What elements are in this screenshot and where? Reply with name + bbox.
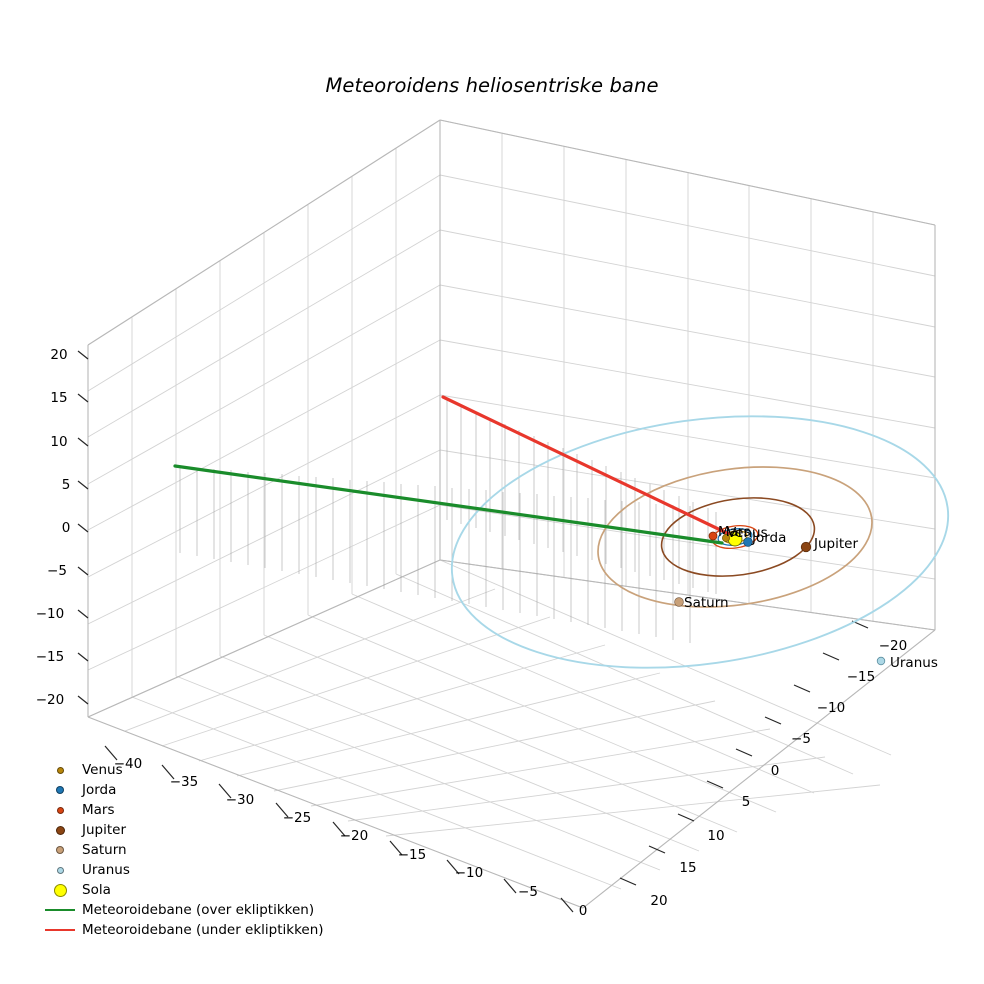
legend-item-label: Venus <box>82 762 123 778</box>
legend-marker-icon <box>56 866 64 874</box>
y-tick-label: −20 <box>879 638 908 654</box>
x-tick-label: −20 <box>340 828 369 844</box>
legend-key-line <box>42 908 78 912</box>
y-axis-tick-labels: 20 15 10 5 0 −5 −10−15−20 <box>650 638 907 909</box>
z-tick-label: −15 <box>36 649 65 665</box>
y-tick-label: 15 <box>679 860 696 876</box>
y-tick-label: 5 <box>742 794 751 810</box>
marker-jorda <box>743 537 753 547</box>
marker-mars <box>708 531 718 541</box>
legend-item-label: Jorda <box>82 782 117 798</box>
legend-key-line <box>42 928 78 932</box>
z-tick-label: 0 <box>62 520 71 536</box>
planet-name-label: Mars <box>718 524 751 540</box>
marker-venus <box>722 534 730 542</box>
tick-marks <box>77 350 869 913</box>
legend-item-label: Saturn <box>82 842 127 858</box>
z-tick-label: −10 <box>36 606 65 622</box>
y-axis-spine <box>582 629 936 909</box>
x-axis-spine <box>87 716 584 909</box>
x-tick-label: −10 <box>455 865 484 881</box>
z-tick-label: −20 <box>36 692 65 708</box>
marker-jupiter <box>800 541 812 553</box>
legend-item[interactable]: Venus <box>42 760 342 780</box>
y-tick-label: −15 <box>847 669 876 685</box>
meteoroid-trajectory <box>173 395 735 545</box>
orbit-uranus <box>450 415 950 669</box>
legend-key-marker <box>42 806 78 814</box>
legend-key-marker <box>42 786 78 794</box>
planet-name-label: Uranus <box>890 655 938 671</box>
z-axis-tick-labels: 20 15 10 5 0 −5 −10 −15 −20 <box>36 347 71 708</box>
y-tick-label: 0 <box>771 763 780 779</box>
legend-marker-icon <box>56 766 64 774</box>
trajectory-under-ecliptic <box>441 395 735 538</box>
legend-item[interactable]: Sola <box>42 880 342 900</box>
planet-markers <box>674 531 886 666</box>
z-tick-label: 5 <box>62 477 71 493</box>
x-tick-label: −5 <box>518 884 538 900</box>
legend-key-marker <box>42 846 78 854</box>
grid-floor <box>87 559 936 909</box>
trajectory-over-ecliptic <box>173 464 724 545</box>
z-tick-label: 20 <box>50 347 67 363</box>
x-tick-label: −25 <box>283 810 312 826</box>
x-tick-label: 0 <box>579 903 588 919</box>
legend-key-marker <box>42 883 78 897</box>
legend-item[interactable]: Mars <box>42 800 342 820</box>
planet-orbits <box>450 415 950 669</box>
orbit-jupiter <box>660 497 816 577</box>
plot-legend: Venus Jorda Mars Jupiter Saturn Uranus Sola Met… <box>42 760 342 940</box>
x-tick-label: −15 <box>398 847 427 863</box>
planet-name-label: Jupiter <box>813 536 858 552</box>
legend-item-label: Jupiter <box>82 822 127 838</box>
legend-item-label: Sola <box>82 882 111 898</box>
orbit-saturn <box>597 466 873 608</box>
legend-item[interactable]: Saturn <box>42 840 342 860</box>
y-tick-label: 10 <box>707 828 724 844</box>
axis-spines <box>87 119 936 909</box>
legend-marker-icon <box>53 883 67 897</box>
legend-item-label: Meteoroidebane (over ekliptikken) <box>82 902 315 918</box>
legend-line-icon <box>45 928 75 932</box>
z-tick-label: 15 <box>50 390 67 406</box>
legend-key-marker <box>42 766 78 774</box>
page-title: Meteoroidens heliosentriske bane <box>325 74 659 97</box>
legend-marker-icon <box>56 806 64 814</box>
planet-name-label: Venus <box>727 525 768 541</box>
legend-marker-icon <box>55 825 65 835</box>
legend-item-label: Mars <box>82 802 115 818</box>
legend-key-marker <box>42 825 78 835</box>
legend-item[interactable]: Jupiter <box>42 820 342 840</box>
legend-marker-icon <box>56 786 64 794</box>
marker-saturn <box>674 597 684 607</box>
legend-item[interactable]: Meteoroidebane (over ekliptikken) <box>42 900 342 920</box>
x-tick-label: −30 <box>226 792 255 808</box>
legend-item[interactable]: Meteoroidebane (under ekliptikken) <box>42 920 342 940</box>
z-tick-label: −5 <box>47 563 67 579</box>
legend-line-icon <box>45 908 75 912</box>
legend-item-label: Meteoroidebane (under ekliptikken) <box>82 922 324 938</box>
legend-marker-icon <box>56 846 64 854</box>
legend-item[interactable]: Jorda <box>42 780 342 800</box>
z-tick-label: 10 <box>50 434 67 450</box>
legend-item-label: Uranus <box>82 862 130 878</box>
y-tick-label: 20 <box>650 893 667 909</box>
legend-item[interactable]: Uranus <box>42 860 342 880</box>
planet-name-label: Saturn <box>684 595 729 611</box>
planet-name-label: Jorda <box>751 530 786 546</box>
x-axis-tick-labels: −40 −35 −30 −25 −20 −15 −10 −5 0 <box>114 756 588 919</box>
x-tick-label: −40 <box>114 756 143 772</box>
y-tick-label: −5 <box>791 731 811 747</box>
y-tick-label: −10 <box>817 700 846 716</box>
marker-uranus <box>876 656 886 666</box>
legend-key-marker <box>42 866 78 874</box>
x-tick-label: −35 <box>170 774 199 790</box>
